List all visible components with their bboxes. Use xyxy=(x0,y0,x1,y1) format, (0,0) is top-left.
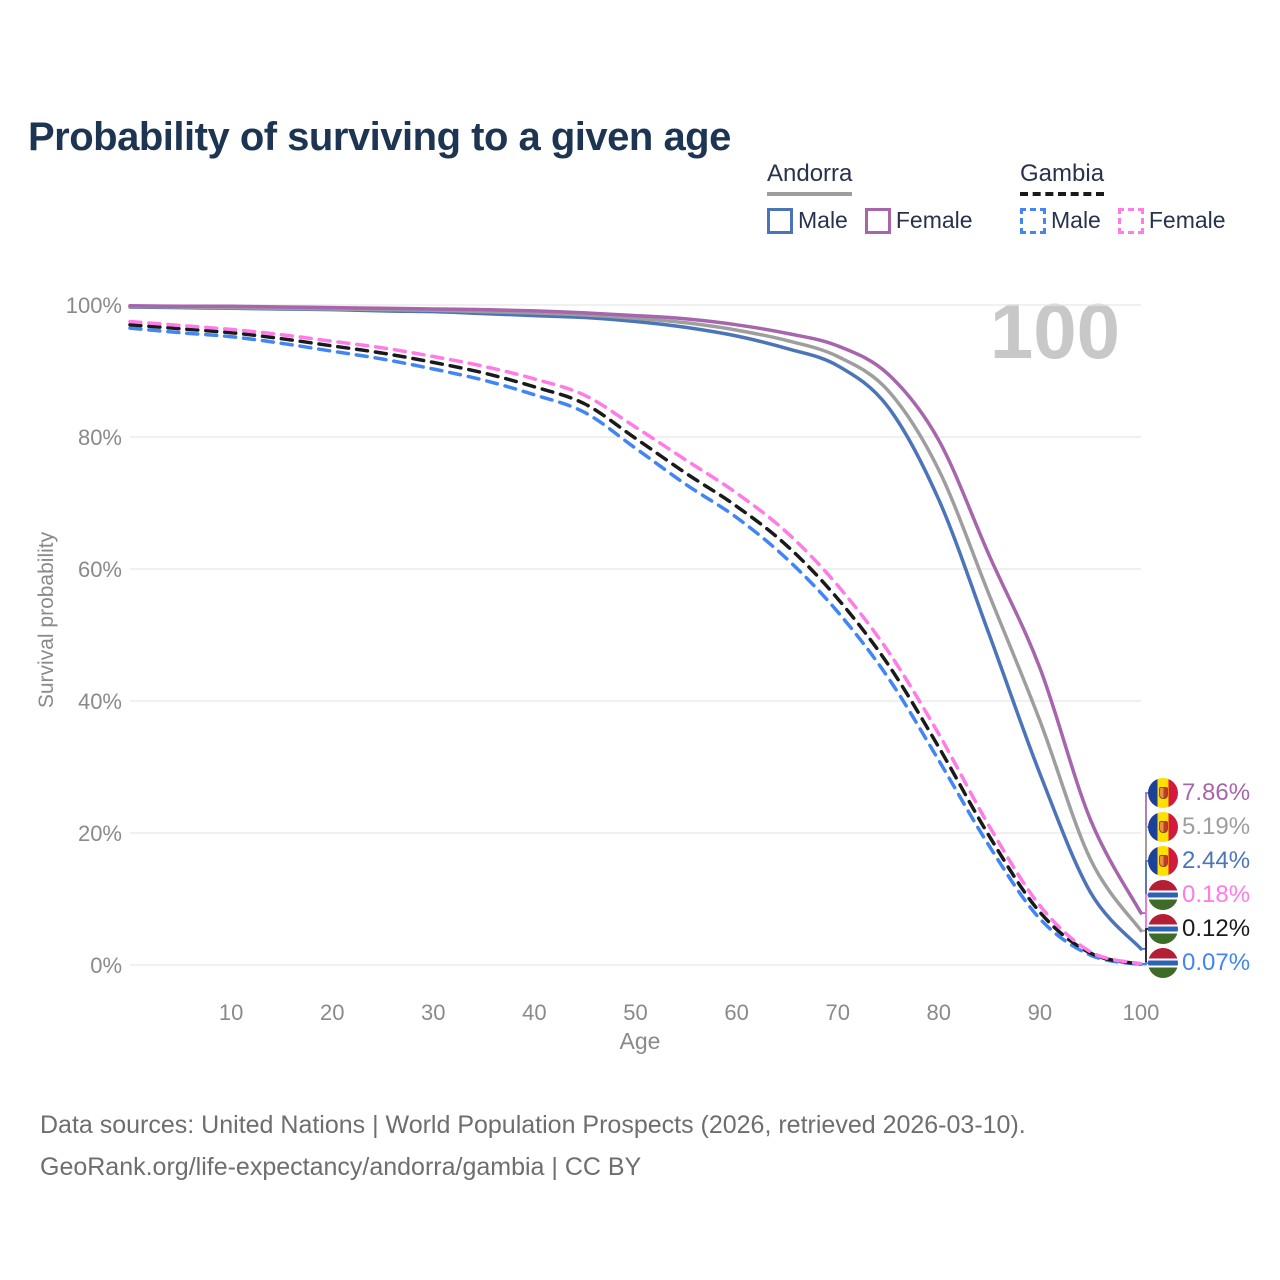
legend-swatch-gambia-female-icon xyxy=(1117,207,1144,234)
legend-swatch-andorra-female-icon xyxy=(864,207,891,234)
end-label-andorra-both-sexes: 5.19% xyxy=(1148,810,1250,844)
gambia-flag-icon xyxy=(1148,948,1178,978)
end-label-value: 0.07% xyxy=(1182,949,1251,976)
legend-label-andorra-male: Male xyxy=(798,207,848,233)
legend-items-gambia: Male Female xyxy=(1020,207,1226,234)
legend-group-gambia: Gambia Male Female xyxy=(1020,160,1226,234)
legend-label-gambia-male: Male xyxy=(1051,207,1101,233)
x-axis-title: Age xyxy=(619,1028,661,1054)
x-tick-label: 20 xyxy=(320,1000,344,1025)
gambia-flag-icon xyxy=(1148,880,1178,910)
andorra-flag-icon xyxy=(1148,812,1178,842)
end-label-value: 5.19% xyxy=(1182,813,1251,840)
curve-andorra-male[interactable] xyxy=(128,305,1143,951)
andorra-flag-icon xyxy=(1148,778,1178,808)
end-label-value: 2.44% xyxy=(1182,847,1251,874)
x-tick-label: 40 xyxy=(522,1000,546,1025)
legend-country-gambia: Gambia xyxy=(1020,160,1105,196)
curve-gambia-both[interactable] xyxy=(128,323,1143,966)
x-tick-label: 60 xyxy=(724,1000,748,1025)
y-tick-label: 100% xyxy=(66,293,122,318)
legend-items-andorra: Male Female xyxy=(767,207,973,234)
x-tick-label: 90 xyxy=(1028,1000,1052,1025)
y-tick-label: 80% xyxy=(78,425,122,450)
curve-andorra-female[interactable] xyxy=(128,303,1143,915)
y-axis-title: Survival probability xyxy=(35,531,58,709)
x-tick-label: 50 xyxy=(623,1000,647,1025)
end-label-value: 7.86% xyxy=(1182,779,1251,806)
end-label-andorra-male: 2.44% xyxy=(1148,844,1250,878)
footer-sources: Data sources: United Nations | World Pop… xyxy=(40,1111,1026,1139)
legend-country-andorra: Andorra xyxy=(767,160,853,196)
andorra-flag-icon xyxy=(1148,846,1178,876)
footer: Data sources: United Nations | World Pop… xyxy=(40,1104,1026,1188)
legend-label-gambia-female: Female xyxy=(1148,207,1226,233)
end-label-andorra-female: 7.86% xyxy=(1148,776,1250,810)
gambia-flag-icon xyxy=(1148,914,1178,944)
end-label-value: 0.18% xyxy=(1182,881,1251,908)
legend-label-andorra-female: Female xyxy=(895,207,973,233)
x-tick-label: 80 xyxy=(927,1000,951,1025)
legend-group-andorra: Andorra Male Female xyxy=(767,160,973,234)
legend-swatch-andorra-male-icon xyxy=(767,207,793,234)
legend-item-andorra-female[interactable]: Female xyxy=(864,207,973,234)
x-tick-label: 100 xyxy=(1123,1000,1160,1025)
curve-gambia-male[interactable] xyxy=(128,326,1143,967)
legend-swatch-gambia-male-icon xyxy=(1020,207,1046,234)
footer-url: GeoRank.org/life-expectancy/andorra/gamb… xyxy=(40,1153,642,1181)
end-label-gambia-both-sexes: 0.12% xyxy=(1148,912,1250,946)
y-tick-label: 40% xyxy=(78,689,122,714)
end-label-gambia-female: 0.18% xyxy=(1148,878,1250,912)
end-label-value: 0.12% xyxy=(1182,915,1251,942)
legend-item-gambia-male[interactable]: Male xyxy=(1020,207,1101,234)
y-tick-label: 60% xyxy=(78,557,122,582)
end-label-gambia-male: 0.07% xyxy=(1148,946,1250,980)
x-tick-label: 10 xyxy=(219,1000,243,1025)
curve-gambia-female[interactable] xyxy=(128,319,1143,966)
y-tick-label: 0% xyxy=(90,953,122,978)
legend-item-andorra-male[interactable]: Male xyxy=(767,207,848,234)
x-tick-label: 70 xyxy=(825,1000,849,1025)
x-tick-label: 30 xyxy=(421,1000,445,1025)
page-title: Probability of surviving to a given age xyxy=(28,114,731,159)
legend-item-gambia-female[interactable]: Female xyxy=(1117,207,1226,234)
y-tick-label: 20% xyxy=(78,821,122,846)
